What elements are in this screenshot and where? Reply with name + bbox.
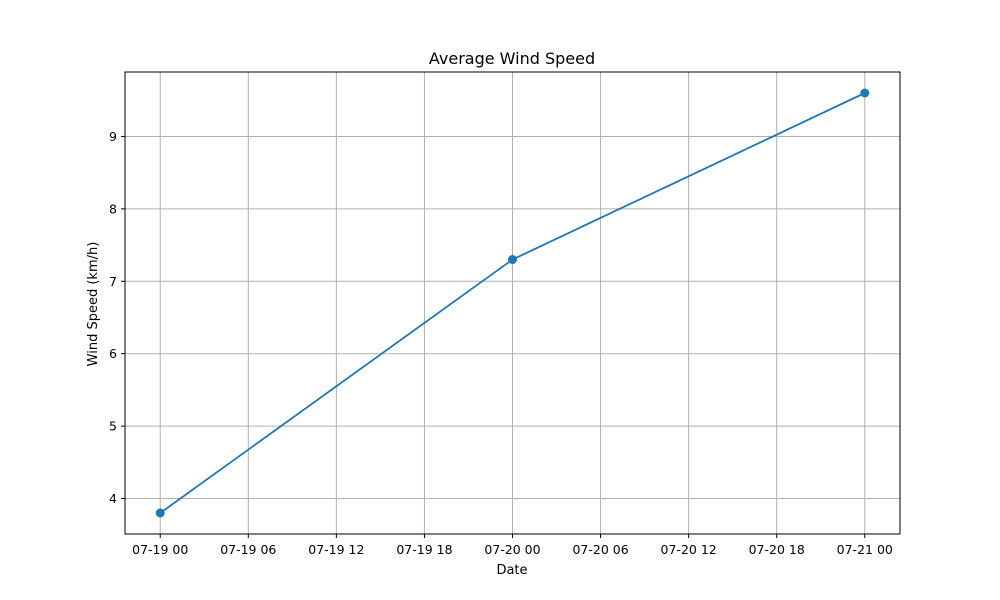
x-axis-label: Date	[496, 563, 527, 578]
data-point	[860, 88, 870, 98]
y-tick-label: 5	[109, 419, 117, 434]
y-tick-label: 7	[109, 274, 117, 289]
x-tick-label: 07-20 18	[749, 542, 805, 557]
chart-title: Average Wind Speed	[429, 49, 595, 68]
y-tick-label: 6	[109, 346, 117, 361]
x-tick-label: 07-21 00	[837, 542, 893, 557]
y-tick-label: 8	[109, 201, 117, 216]
grid-lines	[125, 72, 900, 534]
data-point	[508, 255, 517, 265]
series-group	[155, 88, 870, 518]
x-tick-label: 07-19 18	[396, 542, 452, 557]
x-tick-label: 07-20 06	[572, 542, 628, 557]
data-point	[155, 508, 165, 518]
x-tick-label: 07-20 12	[661, 542, 717, 557]
y-tick-label: 4	[109, 491, 117, 506]
x-tick-label: 07-19 00	[132, 542, 188, 557]
x-tick-label: 07-19 12	[308, 542, 364, 557]
y-axis-ticks: 4 5 6 7 8 9	[109, 129, 125, 506]
x-tick-label: 07-19 06	[220, 542, 276, 557]
x-tick-label: 07-20 00	[484, 542, 540, 557]
x-axis-ticks: 07-19 00 07-19 06 07-19 12 07-19 18 07-20 00…	[132, 534, 893, 557]
y-tick-label: 9	[109, 129, 117, 144]
y-axis-label: Wind Speed (km/h)	[86, 242, 101, 367]
